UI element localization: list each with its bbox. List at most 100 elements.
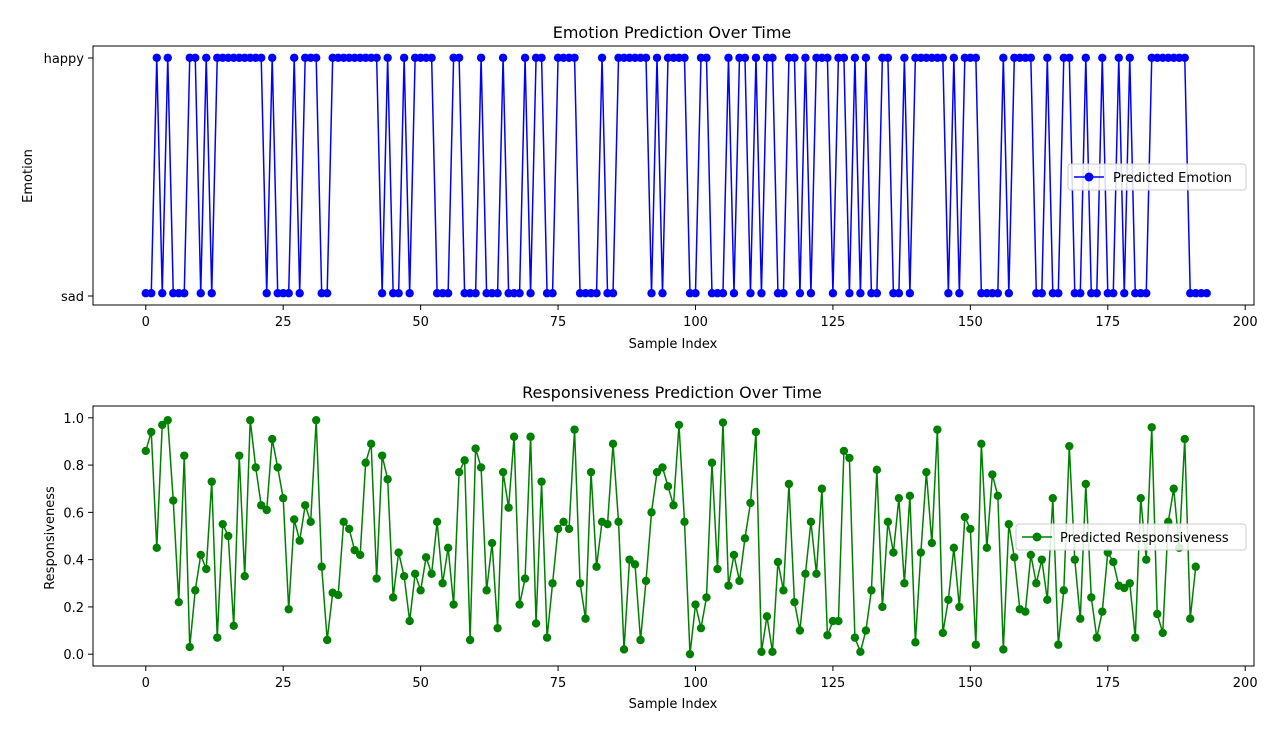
responsiveness-data-point: [1021, 607, 1030, 616]
responsiveness-data-point: [1076, 614, 1085, 623]
responsiveness-data-point: [806, 517, 816, 527]
responsiveness-data-point: [1142, 555, 1151, 564]
responsiveness-data-point: [1037, 555, 1047, 564]
emotion-ylabel: Emotion: [21, 149, 36, 203]
responsiveness-data-point: [691, 600, 700, 609]
responsiveness-data-point: [586, 467, 596, 477]
emotion-data-point: [290, 53, 299, 62]
emotion-data-point: [894, 289, 904, 298]
responsiveness-data-point: [729, 550, 739, 560]
responsiveness-data-point: [509, 432, 519, 441]
emotion-data-point: [196, 289, 205, 298]
responsiveness-data-point: [680, 517, 689, 527]
responsiveness-data-point: [878, 602, 887, 612]
responsiveness-data-point: [658, 463, 667, 472]
responsiveness-data-point: [202, 564, 211, 574]
emotion-data-point: [828, 289, 838, 298]
responsiveness-data-point: [1026, 550, 1036, 560]
responsiveness-data-point: [493, 623, 502, 633]
responsiveness-data-point: [707, 458, 717, 467]
responsiveness-data-point: [1092, 633, 1101, 642]
responsiveness-data-point: [235, 451, 244, 460]
emotion-chart: Emotion Prediction Over Time 0 25 50 75 100 1…: [21, 23, 1258, 352]
responsiveness-data-point: [295, 536, 304, 545]
emotion-data-point: [680, 53, 689, 62]
responsiveness-data-point: [608, 439, 618, 449]
emotion-legend-marker: [1084, 172, 1094, 182]
responsiveness-data-point: [581, 614, 590, 623]
responsiveness-plot-frame: [92, 405, 1255, 667]
responsiveness-data-point: [740, 534, 750, 543]
emotion-data-point: [443, 289, 453, 298]
emotion-xtick-label: 0: [142, 315, 150, 330]
responsiveness-data-point: [240, 571, 249, 581]
emotion-data-point: [949, 53, 959, 62]
responsiveness-ytick-label: 0.4: [63, 554, 84, 569]
emotion-data-point: [861, 53, 871, 62]
responsiveness-data-point: [872, 465, 882, 475]
responsiveness-data-point: [1043, 595, 1052, 605]
responsiveness-data-point: [801, 569, 810, 579]
emotion-data-point: [1180, 53, 1189, 62]
responsiveness-data-point: [751, 427, 761, 437]
emotion-data-point: [608, 289, 618, 298]
emotion-data-point: [471, 289, 480, 298]
responsiveness-data-point: [163, 415, 172, 425]
emotion-data-point: [691, 289, 700, 298]
emotion-data-point: [427, 53, 436, 62]
responsiveness-data-point: [883, 517, 893, 527]
responsiveness-data-point: [641, 576, 651, 586]
responsiveness-data-point: [361, 458, 370, 467]
responsiveness-data-point: [922, 467, 931, 477]
responsiveness-data-point: [966, 524, 975, 534]
emotion-data-point: [839, 53, 849, 62]
responsiveness-data-point: [1070, 555, 1079, 564]
responsiveness-xtick-label: 75: [550, 676, 567, 691]
responsiveness-data-point: [185, 642, 194, 652]
responsiveness-data-point: [487, 538, 497, 548]
emotion-data-point: [724, 53, 733, 62]
emotion-data-point: [262, 289, 271, 298]
emotion-plot-frame: [92, 45, 1255, 306]
responsiveness-data-point: [350, 545, 359, 555]
emotion-data-point: [158, 289, 167, 298]
emotion-data-point: [757, 289, 766, 298]
emotion-data-point: [526, 289, 535, 298]
emotion-data-point: [180, 289, 189, 298]
responsiveness-data-point: [531, 619, 541, 628]
responsiveness-data-point: [399, 571, 409, 581]
emotion-data-point: [1037, 289, 1047, 298]
emotion-data-point: [295, 289, 304, 298]
emotion-data-point: [1114, 53, 1123, 62]
emotion-data-point: [1120, 289, 1129, 298]
responsiveness-data-point: [779, 586, 788, 595]
emotion-xtick-label: 25: [275, 315, 292, 330]
responsiveness-data-point: [592, 562, 601, 571]
responsiveness-ytick-label: 1.0: [63, 412, 84, 427]
emotion-data-point: [1004, 289, 1014, 298]
emotion-chart-title: Emotion Prediction Over Time: [553, 23, 792, 42]
emotion-data-point: [152, 53, 161, 62]
responsiveness-data-point: [713, 564, 722, 574]
responsiveness-xtick-label: 25: [275, 676, 292, 691]
emotion-data-point: [850, 53, 860, 62]
emotion-data-point: [383, 53, 392, 62]
responsiveness-data-point: [388, 593, 398, 602]
responsiveness-data-point: [834, 616, 843, 626]
responsiveness-data-point: [746, 498, 755, 508]
responsiveness-data-point: [224, 531, 233, 541]
responsiveness-data-point: [443, 543, 453, 553]
responsiveness-data-point: [344, 524, 354, 534]
responsiveness-data-point: [696, 623, 706, 633]
emotion-data-point: [751, 53, 761, 62]
responsiveness-xlabel: Sample Index: [629, 697, 718, 712]
emotion-data-point: [905, 289, 915, 298]
emotion-data-point: [790, 53, 799, 62]
responsiveness-data-point: [960, 512, 970, 522]
responsiveness-data-point: [300, 501, 310, 510]
emotion-data-point: [872, 289, 882, 298]
responsiveness-data-point: [504, 503, 513, 512]
responsiveness-data-point: [663, 482, 673, 491]
responsiveness-data-point: [169, 496, 178, 505]
emotion-data-point: [652, 53, 662, 62]
